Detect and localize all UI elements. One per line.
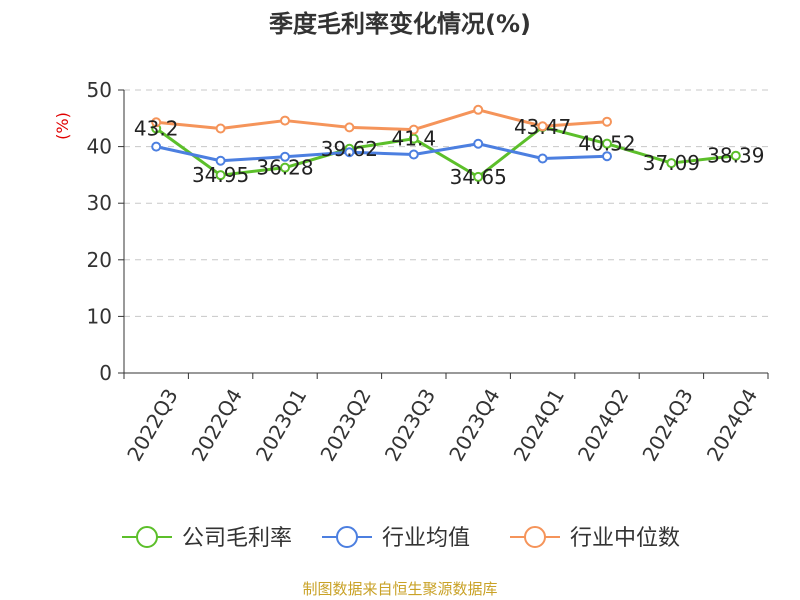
x-tick-label-2024Q1: 2024Q1 [509,385,569,466]
y-tick-label-20: 20 [87,248,112,272]
series-0-point-2023Q4 [473,171,484,182]
grid-lines [124,89,768,317]
legend-marker-0 [136,526,158,548]
data-label-2023Q4: 34.65 [450,165,507,189]
series-2-point-2023Q4 [473,104,484,115]
data-labels: 43.2 34.95 36.28 39.62 41.4 34.65 43.47 40.52 37… [134,115,764,189]
series-0-point-2022Q4 [215,170,226,181]
x-tick-label-2023Q2: 2023Q2 [315,385,375,466]
x-tick-label-2023Q3: 2023Q3 [380,385,440,466]
series-1-point-2023Q3 [408,149,419,160]
series-0-point-2023Q1 [280,162,290,173]
data-label-2024Q1: 43.47 [514,115,571,139]
y-axis-unit: (%) [53,112,72,140]
y-tick-label-40: 40 [87,135,112,159]
legend-item-0: 公司毛利率 [122,526,292,551]
y-tick-label-50: 50 [87,78,112,102]
legend-label-0: 公司毛利率 [182,526,292,551]
series-2-line [156,108,608,132]
data-label-2024Q2: 40.52 [578,132,635,156]
x-tick-label-2023Q4: 2023Q4 [444,385,504,466]
x-tick-label-2024Q3: 2024Q3 [637,385,697,466]
series-0-point-2024Q4 [730,150,741,161]
series-2 [151,104,612,135]
y-tick-label-30: 30 [87,191,112,215]
series-2-point-2022Q4 [215,123,226,134]
data-label-2024Q3: 37.09 [643,151,700,175]
legend-marker-2 [524,526,546,548]
series-0-line [155,125,736,179]
x-tick-label-2022Q3: 2022Q3 [122,385,182,466]
legend-marker-1 [336,526,358,548]
legend-item-1: 行业均值 [322,526,470,551]
series-1 [151,138,612,166]
x-tick-label-2022Q4: 2022Q4 [187,385,247,466]
series-2-point-2023Q2 [344,122,355,133]
series-2-point-2023Q1 [280,115,290,126]
y-tick-label-0: 0 [99,361,112,385]
x-tick-label-2023Q1: 2023Q1 [251,385,311,466]
series-1-point-2023Q4 [473,138,484,149]
data-label-2024Q4: 38.39 [707,144,764,168]
series-0-point-2024Q3 [666,158,677,169]
series-2-point-2024Q2 [602,116,612,127]
data-label-2022Q4: 34.95 [192,163,249,187]
series-1-point-2023Q1 [280,151,290,162]
series-1-point-2024Q2 [602,151,612,162]
x-tick-label-2024Q4: 2024Q4 [702,385,762,466]
data-label-2022Q3: 43.2 [134,116,179,140]
series-2-point-2024Q1 [537,121,548,132]
series-1-point-2022Q4 [215,155,226,166]
data-label-2023Q3: 41.4 [392,127,437,151]
series-1-point-2024Q1 [537,153,548,164]
series-1-line [155,142,608,163]
x-tick-label-2024Q2: 2024Q2 [573,385,633,466]
series-0-point-2023Q3 [408,133,419,144]
legend-item-2: 行业中位数 [510,526,680,551]
series-2-point-2023Q3 [408,124,419,135]
series-0-point-2024Q2 [602,138,612,149]
series-group [151,104,741,182]
chart-title: 季度毛利率变化情况(%) [269,10,531,38]
series-1-point-2022Q3 [151,141,162,152]
data-label-2023Q1: 36.28 [256,156,313,180]
series-2-point-2022Q3 [151,117,162,128]
y-tick-label-10: 10 [87,304,112,328]
legend-label-2: 行业中位数 [570,526,680,551]
legend: 公司毛利率 行业均值 行业中位数 [122,526,680,551]
data-label-2023Q2: 39.62 [321,137,378,161]
series-1-point-2023Q2 [344,147,355,158]
source-note: 制图数据来自恒生聚源数据库 [302,580,497,598]
legend-label-1: 行业均值 [382,526,470,551]
